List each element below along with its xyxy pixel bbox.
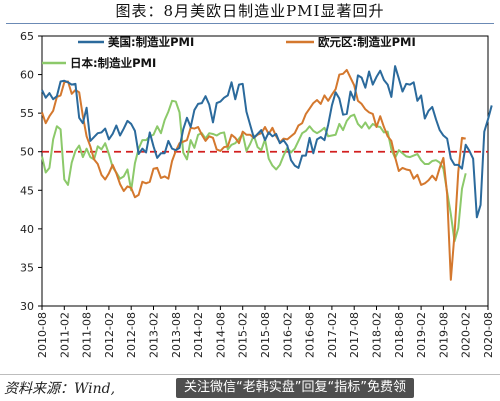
x-tick-label: 2013-02 bbox=[148, 312, 161, 358]
chart-title: 图表：8月美欧日制造业PMI显著回升 bbox=[115, 2, 385, 20]
x-tick-label: 2014-02 bbox=[192, 312, 205, 358]
y-tick-label: 40 bbox=[20, 223, 34, 236]
legend-label-euro: 欧元区:制造业PMI bbox=[318, 35, 416, 49]
y-tick-label: 65 bbox=[20, 30, 34, 43]
y-tick-label: 55 bbox=[20, 107, 34, 120]
series-line-euro bbox=[41, 68, 466, 281]
x-tick-label: 2017-02 bbox=[326, 312, 339, 358]
y-axis: 30 35 40 45 50 55 60 65 bbox=[20, 30, 42, 313]
x-tick-label: 2018-08 bbox=[393, 312, 406, 358]
legend-label-us: 美国:制造业PMI bbox=[108, 35, 194, 49]
legend: 美国:制造业PMI 欧元区:制造业PMI 日本:制造业PMI bbox=[42, 35, 416, 70]
x-tick-label: 2019-08 bbox=[437, 312, 450, 358]
x-tick-label: 2015-08 bbox=[259, 312, 272, 358]
y-tick-label: 50 bbox=[20, 146, 34, 159]
x-tick-label: 2011-08 bbox=[81, 312, 94, 358]
series-line-japan bbox=[41, 99, 467, 243]
x-tick-label: 2019-02 bbox=[415, 312, 428, 358]
source-note: 资料来源：Wind, bbox=[4, 381, 116, 397]
x-tick-label: 2015-02 bbox=[237, 312, 250, 358]
x-axis: 2010-08 2011-02 2011-08 2012-02 2012-08 2013-… bbox=[36, 306, 495, 358]
y-tick-label: 45 bbox=[20, 184, 34, 197]
footer-divider bbox=[0, 374, 500, 375]
series-group bbox=[41, 65, 493, 281]
title-divider bbox=[6, 23, 494, 24]
x-tick-label: 2012-02 bbox=[103, 312, 116, 358]
x-tick-label: 2010-08 bbox=[36, 312, 49, 358]
x-tick-label: 2020-02 bbox=[460, 312, 473, 358]
y-tick-label: 60 bbox=[20, 69, 34, 82]
x-tick-label: 2020-08 bbox=[482, 312, 495, 358]
x-tick-label: 2011-02 bbox=[58, 312, 71, 358]
watermark-banner: 关注微信“老韩实盘”回复“指标”免费领 bbox=[176, 378, 414, 398]
x-tick-label: 2017-08 bbox=[348, 312, 361, 358]
y-tick-label: 30 bbox=[20, 300, 34, 313]
x-tick-label: 2016-02 bbox=[281, 312, 294, 358]
legend-label-japan: 日本:制造业PMI bbox=[70, 56, 156, 70]
x-tick-label: 2013-08 bbox=[170, 312, 183, 358]
series-line-us bbox=[41, 65, 493, 219]
x-tick-label: 2018-02 bbox=[371, 312, 384, 358]
x-tick-label: 2012-08 bbox=[125, 312, 138, 358]
x-tick-label: 2016-08 bbox=[304, 312, 317, 358]
y-tick-label: 35 bbox=[20, 261, 34, 274]
x-tick-label: 2014-08 bbox=[214, 312, 227, 358]
